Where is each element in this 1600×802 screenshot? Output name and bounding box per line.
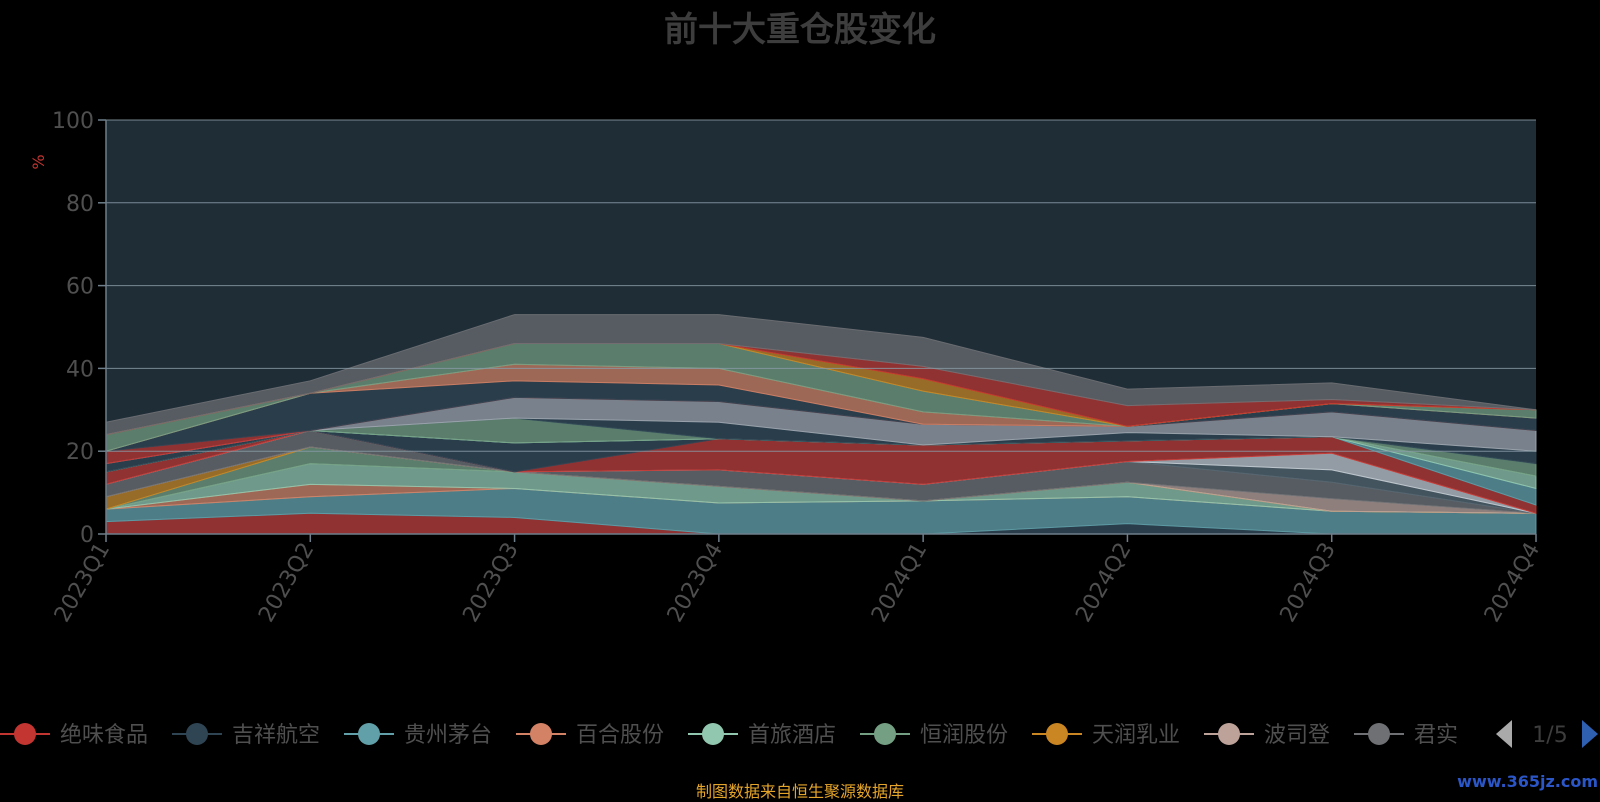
y-axis-label: % [29, 154, 48, 169]
x-tick-label: 2024Q2 [1071, 539, 1136, 627]
y-tick-label: 40 [66, 357, 94, 382]
legend-label: 百合股份 [576, 723, 664, 748]
legend-item[interactable]: 君实 [1354, 723, 1458, 748]
x-tick-label: 2024Q1 [867, 539, 932, 627]
legend-item[interactable]: 吉祥航空 [172, 723, 320, 748]
x-tick-label: 2023Q1 [50, 539, 115, 627]
y-tick-label: 20 [66, 440, 94, 465]
legend-marker-icon [1046, 723, 1068, 745]
legend-label: 天润乳业 [1092, 723, 1180, 748]
legend: 绝味食品 吉祥航空 贵州茅台 百合股份 首旅酒店 恒润股份 天润乳业 波司登 君实 1/5 [0, 720, 1598, 748]
legend-marker-icon [358, 723, 380, 745]
x-tick-label: 2023Q3 [458, 539, 523, 627]
legend-label: 恒润股份 [920, 723, 1008, 748]
legend-marker-icon [874, 723, 896, 745]
legend-marker-icon [1368, 723, 1390, 745]
legend-label: 绝味食品 [60, 723, 148, 748]
legend-marker-icon [14, 723, 36, 745]
prev-page-icon[interactable] [1496, 720, 1512, 748]
legend-marker-icon [530, 723, 552, 745]
x-tick-label: 2024Q4 [1480, 539, 1545, 627]
legend-label: 波司登 [1264, 723, 1330, 748]
y-tick-label: 0 [80, 523, 94, 548]
y-tick-label: 60 [66, 275, 94, 300]
watermark: www.365jz.com [1457, 772, 1598, 791]
x-tick-label: 2023Q2 [254, 539, 319, 627]
chart-title: 前十大重仓股变化 [664, 10, 936, 50]
legend-marker-icon [1218, 723, 1240, 745]
legend-item[interactable]: 波司登 [1204, 723, 1330, 748]
next-page-icon[interactable] [1582, 720, 1598, 748]
legend-label: 贵州茅台 [404, 723, 492, 748]
legend-marker-icon [702, 723, 724, 745]
legend-marker-icon [186, 723, 208, 745]
legend-label: 首旅酒店 [748, 723, 836, 748]
source-note: 制图数据来自恒生聚源数据库 [695, 782, 904, 801]
y-tick-label: 80 [66, 192, 94, 217]
legend-page-indicator: 1/5 [1532, 723, 1567, 748]
legend-items: 绝味食品 吉祥航空 贵州茅台 百合股份 首旅酒店 恒润股份 天润乳业 波司登 君实 [0, 723, 1458, 748]
legend-item[interactable]: 贵州茅台 [344, 723, 492, 748]
legend-label: 君实 [1414, 723, 1458, 748]
y-tick-label: 100 [52, 109, 94, 134]
legend-item[interactable]: 首旅酒店 [688, 723, 836, 748]
legend-label: 吉祥航空 [232, 723, 320, 748]
legend-item[interactable]: 百合股份 [516, 723, 664, 748]
x-tick-label: 2023Q4 [663, 539, 728, 627]
legend-item[interactable]: 天润乳业 [1032, 723, 1180, 748]
legend-item[interactable]: 恒润股份 [860, 723, 1008, 748]
legend-item[interactable]: 绝味食品 [0, 723, 148, 748]
x-tick-label: 2024Q3 [1276, 539, 1341, 627]
